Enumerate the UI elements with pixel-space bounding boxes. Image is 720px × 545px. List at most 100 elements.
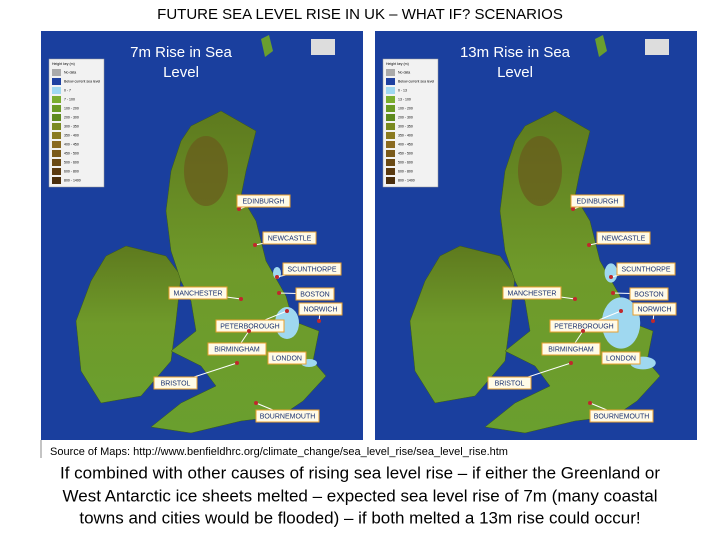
city-dot	[237, 207, 241, 211]
city-dot	[277, 291, 281, 295]
legend-swatch	[386, 150, 395, 157]
body-line: towns and cities would be flooded) – if …	[79, 508, 640, 527]
legend-label: 100 - 200	[64, 106, 79, 110]
map-title: 13m Rise in Sea	[460, 44, 571, 61]
city-dot	[275, 275, 279, 279]
legend-label: 600 - 800	[64, 169, 79, 173]
legend-label: 800 - 1400	[64, 178, 81, 182]
map-title: Level	[497, 64, 533, 81]
legend-swatch	[386, 141, 395, 148]
legend-swatch	[52, 96, 61, 103]
city-dot	[247, 329, 251, 333]
city-label: BOURNEMOUTH	[260, 413, 316, 420]
legend-label: 450 - 500	[64, 151, 79, 155]
city-label-box	[589, 409, 654, 423]
city-dot	[571, 207, 575, 211]
legend-swatch	[52, 168, 61, 175]
shetland	[595, 35, 607, 57]
map-title: Level	[163, 64, 199, 81]
city-label: BOSTON	[634, 291, 663, 298]
city-dot	[254, 401, 258, 405]
city-label-box	[616, 262, 676, 276]
city-label: PETERBOROUGH	[220, 323, 280, 330]
flooded-area	[604, 263, 618, 283]
legend-label: 200 - 300	[64, 115, 79, 119]
city-dot	[587, 243, 591, 247]
legend-label: 300 - 350	[398, 124, 413, 128]
legend-swatch	[52, 132, 61, 139]
legend-swatch	[52, 177, 61, 184]
city-dot	[611, 291, 615, 295]
legend-label: 400 - 450	[64, 142, 79, 146]
legend-label: 0 - 13	[398, 88, 407, 92]
body-line: West Antarctic ice sheets melted – expec…	[63, 486, 658, 505]
city-dot	[581, 329, 585, 333]
city-dot	[235, 361, 239, 365]
legend-swatch	[386, 87, 395, 94]
legend-title: Height key (m)	[386, 62, 409, 66]
city-label-box	[262, 231, 317, 245]
city-label: BRISTOL	[495, 380, 525, 387]
city-label-box	[255, 409, 320, 423]
legend-label: 350 - 400	[398, 133, 413, 137]
city-label: BRISTOL	[161, 380, 191, 387]
city-label: LONDON	[606, 355, 636, 362]
legend-label: 200 - 300	[398, 115, 413, 119]
city-label: BIRMINGHAM	[214, 346, 260, 353]
city-label-box	[570, 194, 625, 208]
legend-swatch	[52, 114, 61, 121]
city-dot	[651, 319, 655, 323]
city-label-box	[632, 302, 677, 316]
legend-swatch	[52, 78, 61, 85]
map-title: 7m Rise in Sea	[130, 44, 232, 61]
legend-swatch	[52, 141, 61, 148]
city-label: NEWCASTLE	[268, 235, 312, 242]
legend-label: No data	[64, 70, 76, 74]
legend-swatch	[52, 150, 61, 157]
legend-title: Height key (m)	[52, 62, 75, 66]
body-line: If combined with other causes of rising …	[60, 463, 660, 482]
legend-label: 100 - 200	[398, 106, 413, 110]
city-label: BOSTON	[300, 291, 329, 298]
legend-label: 800 - 1400	[398, 178, 415, 182]
city-label: BOURNEMOUTH	[594, 413, 650, 420]
city-dot	[317, 319, 321, 323]
city-label-box	[153, 376, 198, 390]
city-label-box	[295, 287, 335, 301]
legend-label: 400 - 450	[398, 142, 413, 146]
flooded-area	[601, 297, 641, 349]
city-label-box	[298, 302, 343, 316]
legend-label: 300 - 350	[64, 124, 79, 128]
city-label-box	[267, 351, 307, 365]
city-label-box	[629, 287, 669, 301]
legend-swatch	[386, 123, 395, 130]
legend-label: No data	[398, 70, 410, 74]
city-label: MANCHESTER	[173, 290, 222, 297]
legend-label: 500 - 600	[64, 160, 79, 164]
legend-swatch	[386, 168, 395, 175]
highlands	[518, 136, 562, 206]
city-label: NORWICH	[637, 306, 671, 313]
city-label: BIRMINGHAM	[548, 346, 594, 353]
compass	[311, 39, 335, 55]
legend-swatch	[386, 132, 395, 139]
legend-swatch	[386, 159, 395, 166]
legend-label: 500 - 600	[398, 160, 413, 164]
legend-swatch	[52, 105, 61, 112]
city-label-box	[541, 342, 601, 356]
legend-label: 450 - 500	[398, 151, 413, 155]
legend-swatch	[52, 123, 61, 130]
city-label: LONDON	[272, 355, 302, 362]
legend-swatch	[52, 69, 61, 76]
city-dot	[588, 401, 592, 405]
city-label: SCUNTHORPE	[621, 266, 670, 273]
map-panel: 7m Rise in Sea Level Height key (m) No data…	[41, 31, 363, 440]
legend-swatch	[52, 159, 61, 166]
city-label: NEWCASTLE	[602, 235, 646, 242]
legend-swatch	[386, 96, 395, 103]
legend-swatch	[386, 78, 395, 85]
legend-label: 350 - 400	[64, 133, 79, 137]
legend-swatch	[386, 105, 395, 112]
city-label: PETERBOROUGH	[554, 323, 614, 330]
